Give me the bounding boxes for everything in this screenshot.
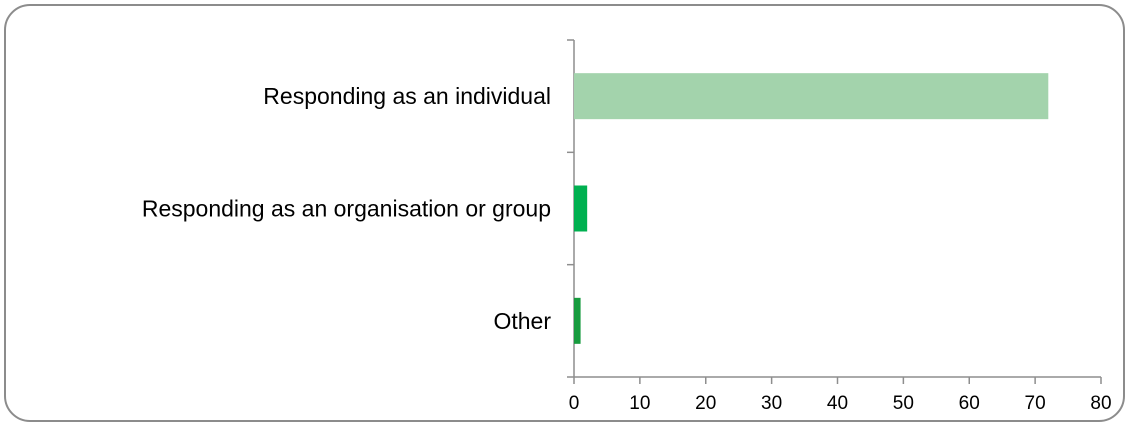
x-tick-label: 60 bbox=[959, 393, 980, 414]
x-axis-tick-labels: 0 10 20 30 40 50 60 70 80 bbox=[569, 393, 1112, 414]
category-label: Responding as an individual bbox=[263, 83, 551, 109]
category-label: Responding as an organisation or group bbox=[142, 196, 551, 222]
x-tick-label: 40 bbox=[827, 393, 848, 414]
y-axis-ticks bbox=[567, 39, 574, 378]
bar bbox=[574, 73, 1049, 120]
x-tick-label: 10 bbox=[629, 393, 650, 414]
category-labels: Responding as an individual Responding as… bbox=[142, 83, 552, 334]
bar bbox=[574, 297, 581, 344]
x-axis-ticks bbox=[573, 377, 1102, 384]
x-tick-label: 20 bbox=[695, 393, 716, 414]
category-label: Other bbox=[493, 308, 551, 334]
bars bbox=[574, 73, 1049, 344]
x-tick-label: 70 bbox=[1025, 393, 1046, 414]
x-tick-label: 30 bbox=[761, 393, 782, 414]
x-tick-label: 80 bbox=[1090, 393, 1111, 414]
x-tick-label: 50 bbox=[893, 393, 914, 414]
bar bbox=[574, 185, 588, 232]
x-tick-label: 0 bbox=[569, 393, 580, 414]
